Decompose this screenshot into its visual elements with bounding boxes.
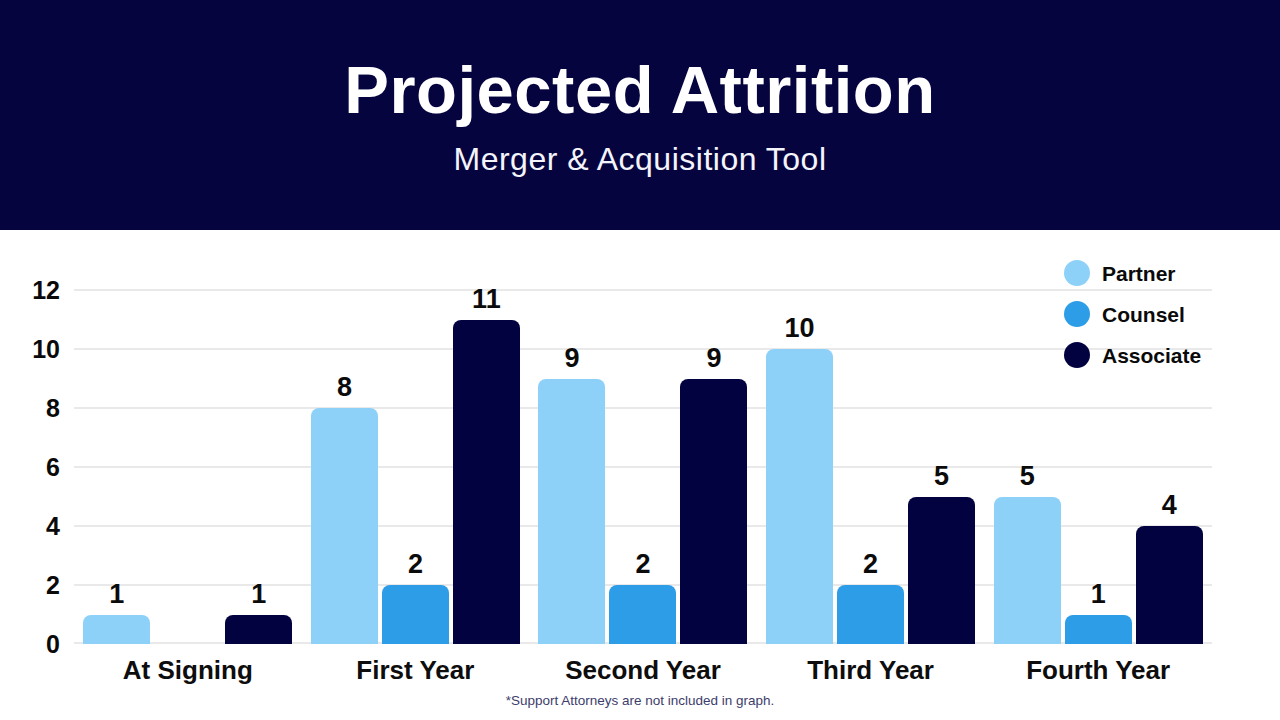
x-axis-label-at-signing: At Signing bbox=[74, 657, 302, 683]
y-tick-label: 8 bbox=[0, 396, 60, 421]
legend-swatch-associate bbox=[1064, 342, 1090, 368]
bar-value-label: 4 bbox=[1162, 492, 1177, 519]
bar-value-label: 9 bbox=[564, 345, 579, 372]
bar-value-label: 5 bbox=[1020, 463, 1035, 490]
bar-group-at-signing: 11 bbox=[74, 290, 302, 644]
bar-value-label: 5 bbox=[934, 463, 949, 490]
legend-swatch-counsel bbox=[1064, 301, 1090, 327]
bar-cell-partner-first-year: 8 bbox=[311, 374, 378, 644]
legend-item-partner: Partner bbox=[1064, 260, 1201, 286]
bar-counsel-second-year bbox=[609, 585, 676, 644]
bar-value-label: 10 bbox=[785, 315, 815, 342]
chart-footnote: *Support Attorneys are not included in g… bbox=[0, 693, 1280, 708]
legend-item-counsel: Counsel bbox=[1064, 301, 1201, 327]
legend-swatch-partner bbox=[1064, 260, 1090, 286]
x-axis-label-third-year: Third Year bbox=[757, 657, 985, 683]
bar-groups: 1182119291025514 bbox=[74, 290, 1212, 644]
bar-partner-second-year bbox=[538, 379, 605, 645]
page-title: Projected Attrition bbox=[344, 56, 935, 123]
header-banner: Projected Attrition Merger & Acquisition… bbox=[0, 0, 1280, 230]
legend-item-associate: Associate bbox=[1064, 342, 1201, 368]
y-tick-label: 6 bbox=[0, 455, 60, 480]
x-axis-label-second-year: Second Year bbox=[529, 657, 757, 683]
legend-label-counsel: Counsel bbox=[1102, 304, 1185, 325]
bar-value-label: 11 bbox=[472, 286, 501, 313]
bar-cell-associate-second-year: 9 bbox=[680, 345, 747, 645]
bar-value-label: 1 bbox=[251, 581, 266, 608]
y-tick-label: 2 bbox=[0, 573, 60, 598]
bar-associate-fourth-year bbox=[1136, 526, 1203, 644]
bar-counsel-fourth-year bbox=[1065, 615, 1132, 645]
plot-area: 1182119291025514 bbox=[74, 290, 1212, 644]
bar-associate-second-year bbox=[680, 379, 747, 645]
bar-cell-partner-at-signing: 1 bbox=[83, 581, 150, 645]
legend: Partner Counsel Associate bbox=[1064, 260, 1201, 368]
bar-cell-counsel-fourth-year: 1 bbox=[1065, 581, 1132, 645]
bar-value-label: 2 bbox=[635, 551, 650, 578]
bar-cell-partner-fourth-year: 5 bbox=[994, 463, 1061, 645]
bar-cell-associate-first-year: 11 bbox=[453, 286, 520, 645]
bar-value-label: 2 bbox=[863, 551, 878, 578]
bar-cell-associate-at-signing: 1 bbox=[225, 581, 292, 645]
page: Projected Attrition Merger & Acquisition… bbox=[0, 0, 1280, 720]
bar-cell-associate-fourth-year: 4 bbox=[1136, 492, 1203, 644]
bar-partner-fourth-year bbox=[994, 497, 1061, 645]
bar-partner-third-year bbox=[766, 349, 833, 644]
bar-associate-first-year bbox=[453, 320, 520, 645]
bar-partner-first-year bbox=[311, 408, 378, 644]
bar-partner-at-signing bbox=[83, 615, 150, 645]
y-tick-label: 0 bbox=[0, 632, 60, 657]
bar-value-label: 1 bbox=[1091, 581, 1106, 608]
bar-cell-partner-second-year: 9 bbox=[538, 345, 605, 645]
x-axis-label-first-year: First Year bbox=[302, 657, 530, 683]
bar-value-label: 8 bbox=[337, 374, 352, 401]
bar-cell-associate-third-year: 5 bbox=[908, 463, 975, 645]
bar-counsel-first-year bbox=[382, 585, 449, 644]
x-axis-labels: At SigningFirst YearSecond YearThird Yea… bbox=[74, 657, 1212, 683]
x-axis-label-fourth-year: Fourth Year bbox=[984, 657, 1212, 683]
legend-label-associate: Associate bbox=[1102, 345, 1201, 366]
chart-area: 024681012 1182119291025514 At SigningFir… bbox=[0, 230, 1280, 720]
bar-group-second-year: 9 2 9 bbox=[529, 290, 757, 644]
bar-value-label: 9 bbox=[706, 345, 721, 372]
bar-group-third-year: 10 2 5 bbox=[757, 290, 985, 644]
bar-value-label: 1 bbox=[109, 581, 124, 608]
bar-counsel-third-year bbox=[837, 585, 904, 644]
page-subtitle: Merger & Acquisition Tool bbox=[454, 143, 827, 175]
y-tick-label: 12 bbox=[0, 278, 60, 303]
legend-label-partner: Partner bbox=[1102, 263, 1176, 284]
bar-cell-partner-third-year: 10 bbox=[766, 315, 833, 644]
y-tick-label: 4 bbox=[0, 514, 60, 539]
bar-associate-third-year bbox=[908, 497, 975, 645]
y-tick-label: 10 bbox=[0, 337, 60, 362]
bar-value-label: 2 bbox=[408, 551, 423, 578]
bar-group-first-year: 8211 bbox=[302, 290, 530, 644]
bar-cell-counsel-first-year: 2 bbox=[382, 551, 449, 644]
bar-cell-counsel-third-year: 2 bbox=[837, 551, 904, 644]
bar-associate-at-signing bbox=[225, 615, 292, 645]
bar-cell-counsel-second-year: 2 bbox=[609, 551, 676, 644]
